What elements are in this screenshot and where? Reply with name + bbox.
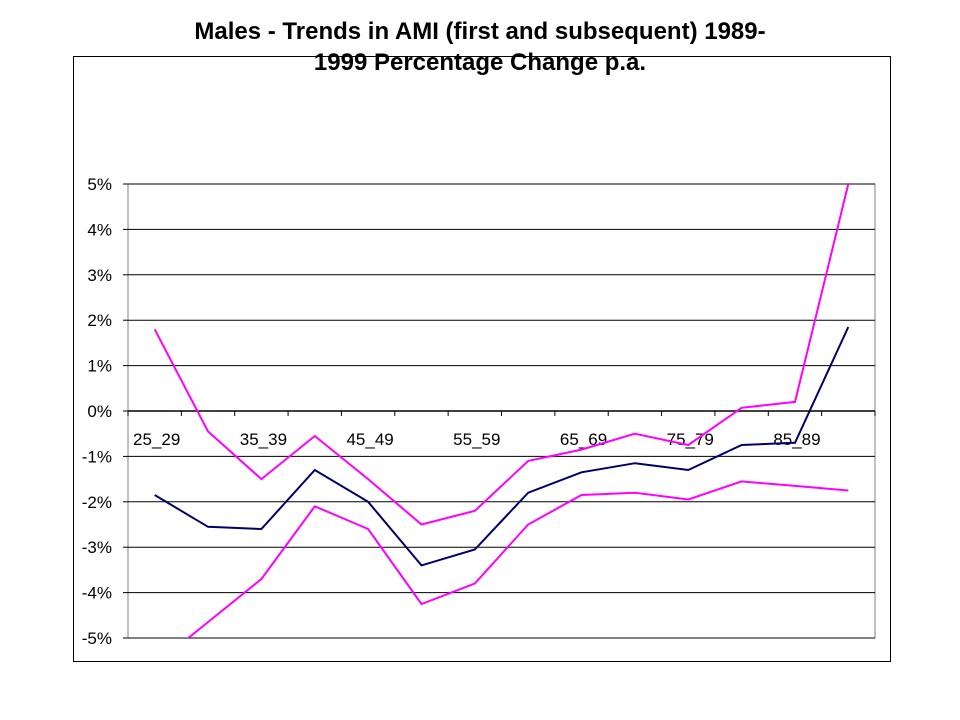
series-line-3 bbox=[186, 480, 849, 638]
y-tick-label: -2% bbox=[82, 493, 112, 512]
chart-title-line-1: Males - Trends in AMI (first and subsequ… bbox=[194, 18, 766, 45]
y-tick-label: 4% bbox=[87, 220, 112, 239]
y-tick-label: -5% bbox=[82, 629, 112, 648]
y-tick-label: -1% bbox=[82, 447, 112, 466]
y-tick-label: 5% bbox=[87, 175, 112, 194]
x-tick-label: 45_49 bbox=[346, 430, 393, 449]
y-tick-label: 3% bbox=[87, 266, 112, 285]
y-tick-label: -4% bbox=[82, 584, 112, 603]
y-tick-label: 0% bbox=[87, 402, 112, 421]
x-tick-label: 65_69 bbox=[560, 430, 607, 449]
series-line-1 bbox=[153, 184, 850, 526]
y-tick-label: 1% bbox=[87, 357, 112, 376]
x-tick-label: 55_59 bbox=[453, 430, 500, 449]
x-tick-label: 25_29 bbox=[133, 430, 180, 449]
y-tick-label: -3% bbox=[82, 538, 112, 557]
chart-frame bbox=[73, 56, 891, 662]
y-tick-label: 2% bbox=[87, 311, 112, 330]
chart-title-line-2: 1999 Percentage Change p.a. bbox=[313, 49, 647, 76]
series-line-2 bbox=[154, 326, 850, 567]
x-tick-label: 35_39 bbox=[240, 430, 287, 449]
